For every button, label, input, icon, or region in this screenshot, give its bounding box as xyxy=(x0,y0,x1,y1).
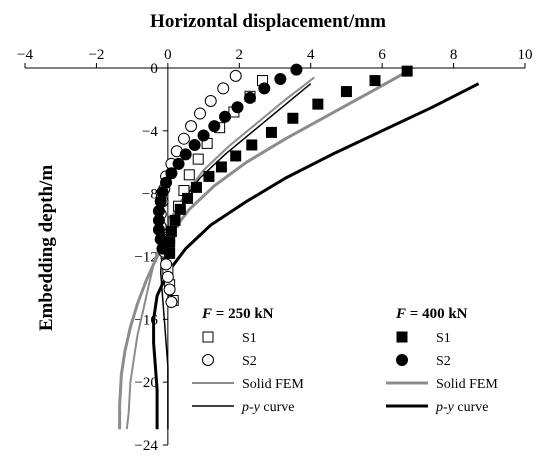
data-point xyxy=(230,150,242,162)
series-s1-f-400-kn xyxy=(164,65,413,259)
data-point xyxy=(188,138,201,151)
y-tick-label: −12 xyxy=(134,250,157,266)
data-point xyxy=(179,148,192,161)
x-tick-label: −4 xyxy=(17,47,33,63)
data-point xyxy=(172,157,185,170)
data-point xyxy=(174,203,186,215)
legend-label: S1 xyxy=(242,331,257,346)
data-point xyxy=(169,214,181,226)
y-axis-title: Embedding depth/m xyxy=(36,165,57,331)
data-point xyxy=(369,75,381,87)
data-point xyxy=(177,132,190,145)
legend-label: p-y curve xyxy=(435,400,488,415)
series-s2-f-400-kn xyxy=(152,63,303,255)
data-point xyxy=(183,169,195,181)
data-point xyxy=(229,69,242,82)
data-point xyxy=(156,242,169,255)
legend-heading: F = 400 kN xyxy=(395,306,468,322)
data-point xyxy=(401,65,413,77)
data-point xyxy=(208,120,221,133)
data-point xyxy=(165,167,178,180)
legend-label: Solid FEM xyxy=(436,377,498,392)
data-point xyxy=(217,82,230,95)
legend-heading-var: F xyxy=(201,306,212,322)
legend-label: S1 xyxy=(436,331,451,346)
data-point xyxy=(185,120,198,133)
data-point xyxy=(192,153,204,165)
y-tick-label: −8 xyxy=(142,187,158,203)
data-point xyxy=(274,72,287,85)
x-tick-label: 2 xyxy=(236,47,244,63)
y-tick-label: −4 xyxy=(142,124,158,140)
legend-label: S2 xyxy=(242,354,257,369)
data-point xyxy=(312,98,324,110)
axes: −4 −2 0 2 4 6 8 100−4−8−12−16−20−24 xyxy=(17,47,532,454)
data-point xyxy=(287,112,299,124)
data-point xyxy=(204,94,217,107)
data-point xyxy=(190,181,202,193)
legend-swatch xyxy=(396,354,408,366)
series-line-solid-fem-f-250-kn xyxy=(125,76,315,430)
data-point xyxy=(194,107,206,120)
series-line-p-y-curve-f-400-kn xyxy=(152,82,480,430)
y-tick-label: −20 xyxy=(134,375,157,391)
data-point xyxy=(231,101,244,114)
legend-label: Solid FEM xyxy=(242,377,304,392)
legend-heading-value: = 250 kN xyxy=(212,306,274,322)
data-point xyxy=(265,126,277,138)
x-tick-label: 10 xyxy=(518,47,533,63)
data-point xyxy=(215,161,227,173)
y-tick-label: 0 xyxy=(150,61,158,77)
x-axis-title: Horizontal displacement/mm xyxy=(150,11,386,32)
data-point xyxy=(197,129,210,142)
x-tick-label: 0 xyxy=(164,47,172,63)
legend-swatch xyxy=(202,354,214,366)
data-point xyxy=(163,283,176,296)
data-point xyxy=(246,139,258,151)
data-point xyxy=(160,258,173,271)
legend-group-250kn: F = 250 kN S1 S2 Solid FEM p-y curve xyxy=(192,306,304,415)
data-point xyxy=(219,110,231,123)
legend-heading-value: = 400 kN xyxy=(406,306,468,322)
legend-heading-var: F xyxy=(395,306,406,322)
legend-swatch xyxy=(202,331,214,343)
x-tick-label: 4 xyxy=(307,47,315,63)
data-point xyxy=(165,225,177,237)
y-tick-label: −24 xyxy=(134,438,158,454)
x-tick-label: 8 xyxy=(450,47,458,63)
data-point xyxy=(165,296,178,309)
data-point xyxy=(258,82,271,95)
legend-group-400kn: F = 400 kN S1 S2 Solid FEM p-y curve xyxy=(386,306,498,415)
legend-label: S2 xyxy=(436,354,451,369)
data-point xyxy=(244,91,256,104)
data-point xyxy=(340,86,352,98)
data-point xyxy=(203,170,215,182)
data-point xyxy=(161,270,174,283)
x-tick-label: 6 xyxy=(378,47,386,63)
data-point xyxy=(290,63,303,76)
x-tick-label: −2 xyxy=(88,47,104,63)
legend-heading: F = 250 kN xyxy=(201,306,274,322)
legend-label: p-y curve xyxy=(241,400,294,415)
legend-swatch xyxy=(396,331,408,343)
series-s1-f-250-kn xyxy=(160,75,268,306)
data-point xyxy=(182,192,193,204)
chart-marks xyxy=(118,63,480,430)
